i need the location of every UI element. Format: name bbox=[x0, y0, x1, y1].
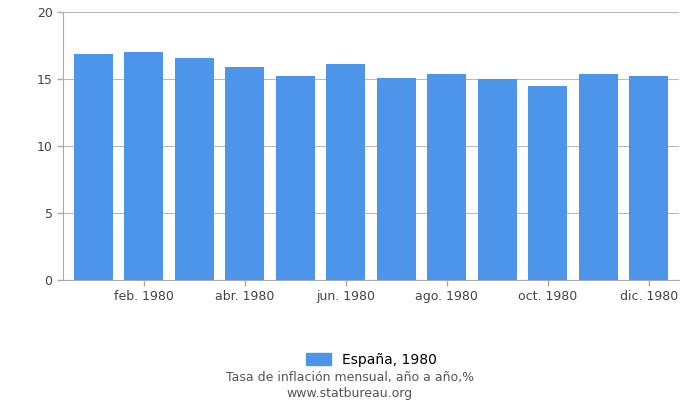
Legend: España, 1980: España, 1980 bbox=[299, 346, 443, 374]
Bar bbox=[578, 74, 618, 280]
Bar bbox=[629, 76, 668, 280]
Bar bbox=[74, 54, 113, 280]
Bar bbox=[174, 58, 214, 280]
Text: www.statbureau.org: www.statbureau.org bbox=[287, 388, 413, 400]
Bar bbox=[225, 67, 265, 280]
Bar bbox=[326, 64, 365, 280]
Bar bbox=[377, 78, 416, 280]
Text: Tasa de inflación mensual, año a año,%: Tasa de inflación mensual, año a año,% bbox=[226, 372, 474, 384]
Bar bbox=[276, 76, 315, 280]
Bar bbox=[427, 74, 466, 280]
Bar bbox=[477, 79, 517, 280]
Bar bbox=[528, 86, 568, 280]
Bar bbox=[124, 52, 164, 280]
